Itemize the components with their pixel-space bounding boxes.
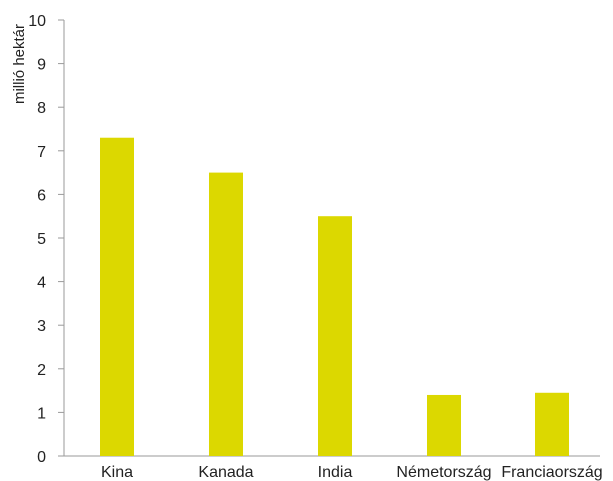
y-tick-label: 8 (37, 100, 46, 117)
y-tick-label: 6 (37, 187, 46, 204)
y-tick-label: 10 (28, 13, 46, 30)
x-tick-label: Németország (396, 464, 491, 481)
y-axis-title: millió hektár (11, 24, 28, 104)
x-tick-label: Kanada (198, 464, 253, 481)
y-tick-label: 5 (37, 231, 46, 248)
x-tick-label: Franciaország (501, 464, 602, 481)
x-tick-label: Kina (101, 464, 133, 481)
bar-kanada (209, 172, 243, 456)
y-tick-label: 7 (37, 144, 46, 161)
bar-franciaország (535, 392, 569, 456)
bar-németország (427, 394, 461, 456)
y-tick-label: 2 (37, 362, 46, 379)
y-tick-label: 4 (37, 275, 46, 292)
y-tick-label: 9 (37, 57, 46, 74)
y-axis: 0 1 2 3 4 5 6 7 8 9 10 (28, 13, 65, 466)
category-labels: Kina Kanada India Németország Franciaország (101, 464, 603, 481)
y-tick-label: 1 (37, 405, 46, 422)
y-tick-label: 0 (37, 449, 46, 466)
bar-kina (100, 137, 134, 456)
y-tick-label: 3 (37, 318, 46, 335)
bars (100, 137, 569, 456)
x-tick-label: India (318, 464, 353, 481)
bar-india (318, 216, 352, 456)
